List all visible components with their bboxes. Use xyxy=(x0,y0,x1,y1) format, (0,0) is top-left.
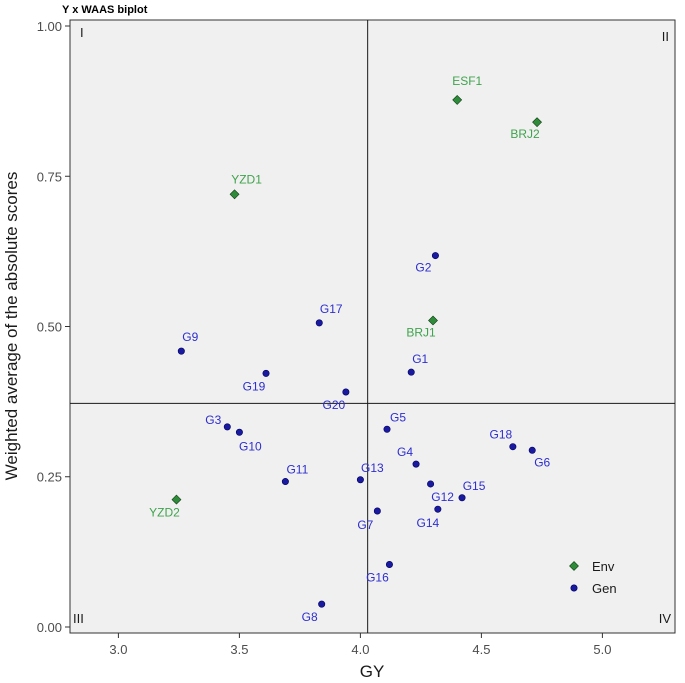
env-label-brj1: BRJ1 xyxy=(406,325,436,339)
gen-point-g8 xyxy=(318,600,326,608)
y-axis: 0.00 0.25 0.50 0.75 1.00 xyxy=(37,19,70,635)
gen-label-g18: G18 xyxy=(490,428,513,442)
env-point-esf1 xyxy=(452,95,463,105)
gen-point-g4 xyxy=(412,460,420,468)
gen-point-g1 xyxy=(407,368,415,376)
gen-label-g8: G8 xyxy=(302,610,318,624)
gen-point-g3 xyxy=(223,423,231,431)
gen-point-g12 xyxy=(427,480,435,488)
gen-point-g13 xyxy=(356,476,364,484)
gen-label-g20: G20 xyxy=(323,398,346,412)
gen-point-g11 xyxy=(281,478,289,486)
gen-point-g15 xyxy=(458,494,466,502)
gen-label-g6: G6 xyxy=(534,455,550,469)
plot-panel xyxy=(69,19,676,634)
env-point-brj2 xyxy=(532,117,542,128)
gen-label-g2: G2 xyxy=(415,261,431,275)
chart-title: Y x WAAS biplot xyxy=(62,4,148,16)
gen-point-g6 xyxy=(528,446,536,454)
gen-point-g16 xyxy=(385,560,393,568)
env-label-esf1: ESF1 xyxy=(452,74,482,88)
gen-label-g10: G10 xyxy=(239,439,262,453)
gen-point-g17 xyxy=(315,319,323,327)
gen-point-g18 xyxy=(509,443,517,451)
legend-gen-label: Gen xyxy=(592,581,617,596)
gen-point-g20 xyxy=(342,388,350,396)
env-point-brj1 xyxy=(428,315,438,326)
x-tick-label: 3.0 xyxy=(109,642,127,657)
y-tick-label: 0.75 xyxy=(37,169,62,184)
gen-label-g12: G12 xyxy=(431,490,454,504)
quadrant-label-ii: II xyxy=(662,29,669,44)
x-tick-label: 5.0 xyxy=(593,642,611,657)
gen-label-g4: G4 xyxy=(397,445,413,459)
quadrant-label-iii: III xyxy=(73,611,84,626)
gen-label-g13: G13 xyxy=(361,461,384,475)
x-axis-title: GY xyxy=(360,662,385,681)
env-label-brj2: BRJ2 xyxy=(510,127,540,141)
gen-label-g9: G9 xyxy=(182,330,198,344)
gen-point-g19 xyxy=(262,369,270,377)
gen-label-g15: G15 xyxy=(463,479,486,493)
env-point-yzd1 xyxy=(229,189,240,200)
quadrant-label-iv: IV xyxy=(659,611,672,626)
gen-point-g5 xyxy=(383,425,391,433)
x-tick-label: 4.0 xyxy=(351,642,369,657)
gen-label-g11: G11 xyxy=(286,463,308,477)
legend-gen-marker xyxy=(570,584,578,592)
legend: Env Gen xyxy=(569,559,617,596)
gen-point-g14 xyxy=(434,505,442,513)
reference-lines xyxy=(70,20,675,633)
y-tick-label: 0.50 xyxy=(37,320,62,335)
x-tick-label: 3.5 xyxy=(230,642,248,657)
gen-point-g7 xyxy=(373,507,381,515)
gen-point-g9 xyxy=(177,347,185,355)
env-point-yzd2 xyxy=(171,494,182,505)
gen-point-g10 xyxy=(235,428,243,436)
env-label-yzd1: YZD1 xyxy=(231,172,262,186)
gen-label-g17: G17 xyxy=(320,302,343,316)
quadrant-label-i: I xyxy=(80,25,84,40)
y-tick-label: 0.25 xyxy=(37,470,62,485)
gen-label-g3: G3 xyxy=(205,413,221,427)
legend-env-marker xyxy=(569,561,579,571)
gen-label-g14: G14 xyxy=(416,516,439,530)
env-label-yzd2: YZD2 xyxy=(149,506,180,520)
gen-label-g1: G1 xyxy=(412,352,428,366)
y-tick-label: 0.00 xyxy=(37,620,62,635)
y-tick-label: 1.00 xyxy=(37,19,62,34)
gen-label-g7: G7 xyxy=(357,518,373,532)
gen-point-g2 xyxy=(431,252,439,260)
x-tick-label: 4.5 xyxy=(472,642,490,657)
x-axis: 3.0 3.5 4.0 4.5 5.0 xyxy=(109,633,611,657)
data-points: G2 G17 G9 G1 G19 G20 G3 G5 G10 G18 G6 G4 G13 G11 G12 G1… xyxy=(149,74,550,624)
legend-env-label: Env xyxy=(592,559,615,574)
y-axis-title: Weighted average of the absolute scores xyxy=(2,172,21,481)
gen-label-g19: G19 xyxy=(243,379,266,393)
gen-label-g16: G16 xyxy=(366,570,389,584)
gen-label-g5: G5 xyxy=(390,410,406,424)
